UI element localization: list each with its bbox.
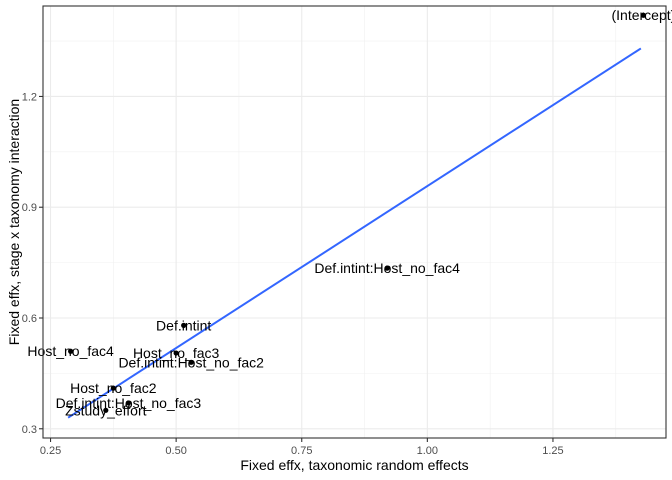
x-axis-ticks: 0.25 0.50 0.75 1.00 1.25	[40, 438, 564, 457]
x-axis-title: Fixed effx, taxonomic random effects	[240, 457, 468, 473]
x-tick-label: 1.25	[542, 445, 563, 457]
point-labels: (Intercept) Def.intint:Host_no_fac4 Def.in…	[27, 7, 672, 418]
point-label: Host_no_fac2	[70, 380, 157, 396]
data-point	[181, 322, 187, 328]
point-label: Host_no_fac3	[133, 345, 220, 361]
data-point	[173, 350, 179, 356]
panel-border	[42, 5, 667, 439]
data-point	[640, 12, 646, 18]
data-point	[188, 359, 194, 365]
x-tick-label: 0.50	[165, 445, 186, 457]
point-label: Def.intint:Host_no_fac4	[314, 260, 460, 276]
point-label: (Intercept)	[611, 7, 672, 23]
fit-line	[67, 47, 642, 419]
data-point	[125, 400, 132, 406]
y-axis-ticks: 0.3 0.6 0.9 1.2	[22, 91, 43, 436]
data-point	[384, 265, 390, 271]
x-tick-label: 0.25	[40, 445, 61, 457]
x-tick-label: 0.75	[291, 445, 312, 457]
data-point	[110, 385, 116, 391]
point-label: Def.intint:Host_no_fac3	[56, 395, 202, 411]
y-tick-label: 0.9	[22, 202, 37, 214]
point-label: Zstudy_effort	[65, 402, 147, 418]
y-axis-title: Fixed effx, stage x taxonomy interaction	[6, 99, 22, 345]
grid-lines	[43, 6, 666, 438]
x-tick-label: 1.00	[417, 445, 438, 457]
point-label: Def.intint:Host_no_fac2	[118, 354, 264, 370]
data-point	[68, 348, 74, 354]
y-tick-label: 0.3	[22, 424, 37, 436]
fit-line-layer	[67, 47, 642, 419]
data-point	[103, 407, 109, 413]
y-tick-label: 1.2	[22, 91, 37, 103]
point-label: Host_no_fac4	[27, 343, 114, 359]
y-tick-label: 0.6	[22, 313, 37, 325]
point-label: Def.intint	[156, 317, 211, 333]
data-points	[68, 12, 646, 413]
